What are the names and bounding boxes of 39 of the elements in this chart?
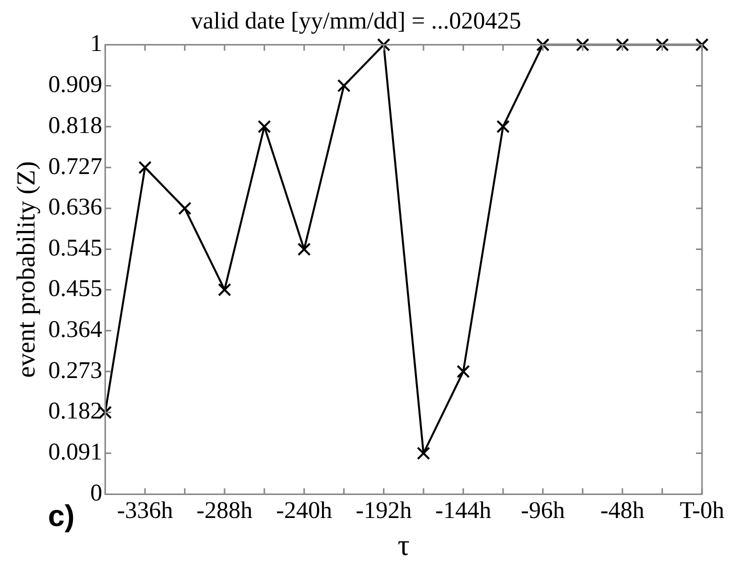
point	[416, 446, 430, 460]
x-tick-label: -48h	[600, 498, 644, 524]
point	[695, 38, 709, 52]
y-axis-title: event probability (Z)	[11, 161, 40, 378]
y-tick-label: 0.091	[48, 440, 102, 466]
x-tick-label: T-0h	[680, 498, 724, 524]
point	[218, 283, 232, 296]
point	[576, 38, 590, 52]
x-tick-label: -96h	[520, 498, 565, 524]
x-tick-label: -240h	[276, 498, 332, 524]
point	[138, 160, 152, 174]
y-tick-label: 0.273	[48, 358, 102, 384]
point	[337, 79, 351, 92]
chart-title: valid date [yy/mm/dd] = ...020425	[190, 8, 522, 35]
point	[496, 120, 510, 134]
y-tick-label: 0.818	[48, 112, 102, 139]
point	[178, 202, 192, 216]
y-tick-label: 0.909	[48, 72, 102, 98]
point	[297, 242, 311, 256]
x-tick-label: -144h	[435, 498, 492, 524]
y-tick-label: 0.545	[48, 236, 102, 262]
point	[616, 38, 630, 52]
x-tick-label: -336h	[116, 498, 173, 524]
point	[536, 38, 550, 52]
x-tick-label: -192h	[356, 498, 412, 524]
y-tick-label: 0.636	[48, 194, 102, 221]
point	[656, 38, 669, 52]
y-tick-label: 0.182	[48, 398, 102, 425]
y-tick-label: 0	[90, 480, 102, 506]
point	[456, 364, 470, 378]
y-tick-label: 0.364	[48, 316, 102, 343]
point	[377, 38, 390, 52]
x-tick-label: -288h	[196, 498, 253, 524]
x-axis-title: τ	[398, 528, 410, 562]
y-tick-label: 0.455	[48, 276, 102, 302]
point	[258, 120, 272, 134]
text: c)	[48, 500, 75, 534]
y-tick-label: 0.727	[48, 154, 102, 180]
y-tick-label: 1	[90, 31, 102, 58]
